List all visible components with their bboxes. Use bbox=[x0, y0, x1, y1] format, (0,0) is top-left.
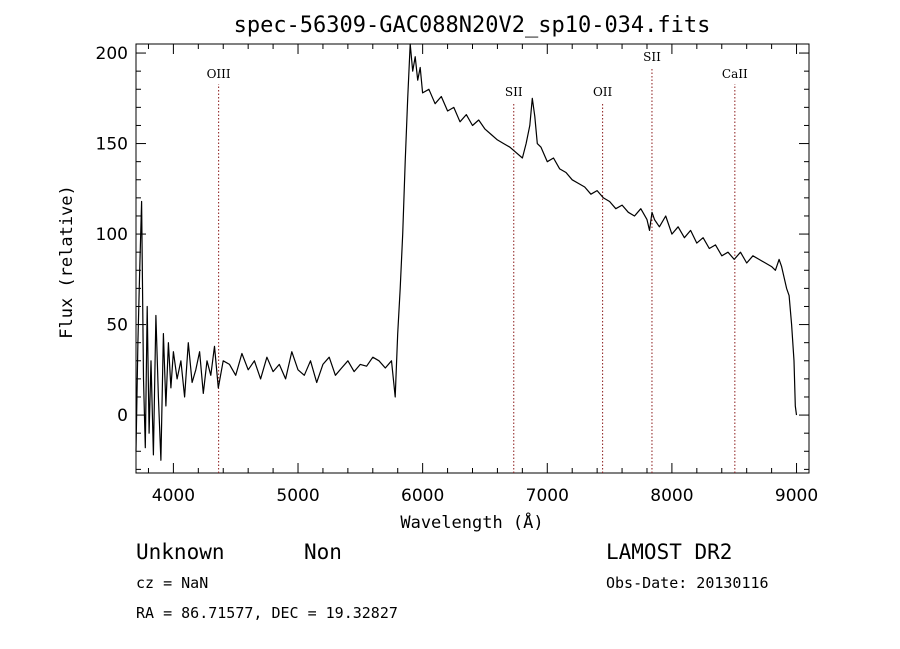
series-flux bbox=[135, 43, 798, 461]
y-tick-label: 150 bbox=[96, 135, 128, 155]
y-axis-label: Flux (relative) bbox=[57, 185, 77, 339]
line-label-oiii: OIII bbox=[207, 67, 231, 81]
spectrum-series bbox=[135, 43, 798, 461]
y-tick-label: 200 bbox=[96, 44, 128, 64]
x-tick-label: 5000 bbox=[276, 486, 319, 506]
chart-title: spec-56309-GAC088N20V2_sp10-034.fits bbox=[234, 13, 711, 38]
y-tick-label: 50 bbox=[106, 316, 128, 336]
object-subclass: Non bbox=[304, 540, 342, 564]
line-label-oii: OII bbox=[593, 85, 613, 99]
x-tick-label: 8000 bbox=[650, 486, 693, 506]
y-axis-ticks: 0 50 100 150 200 bbox=[96, 44, 809, 470]
line-label-caii: CaII bbox=[722, 67, 748, 81]
coordinates: RA = 86.71577, DEC = 19.32827 bbox=[136, 604, 398, 622]
object-class: Unknown bbox=[136, 540, 225, 564]
plot-frame bbox=[135, 43, 810, 474]
obs-date: Obs-Date: 20130116 bbox=[606, 574, 769, 592]
x-tick-label: 9000 bbox=[775, 486, 818, 506]
y-tick-label: 100 bbox=[96, 225, 128, 245]
x-tick-label: 7000 bbox=[526, 486, 569, 506]
x-tick-label: 4000 bbox=[152, 486, 195, 506]
y-tick-label: 0 bbox=[117, 406, 128, 426]
x-tick-label: 6000 bbox=[401, 486, 444, 506]
x-axis-ticks: 4000 5000 6000 7000 8000 9000 bbox=[147, 44, 818, 506]
survey-name: LAMOST DR2 bbox=[606, 540, 732, 564]
line-label-sii: SII bbox=[505, 85, 523, 99]
x-axis-label: Wavelength (Å) bbox=[400, 511, 543, 533]
redshift-value: cz = NaN bbox=[136, 574, 208, 592]
line-label-sii: SII bbox=[643, 50, 661, 64]
spectral-line-markers: OIII SII OII SII CaII bbox=[207, 50, 748, 473]
